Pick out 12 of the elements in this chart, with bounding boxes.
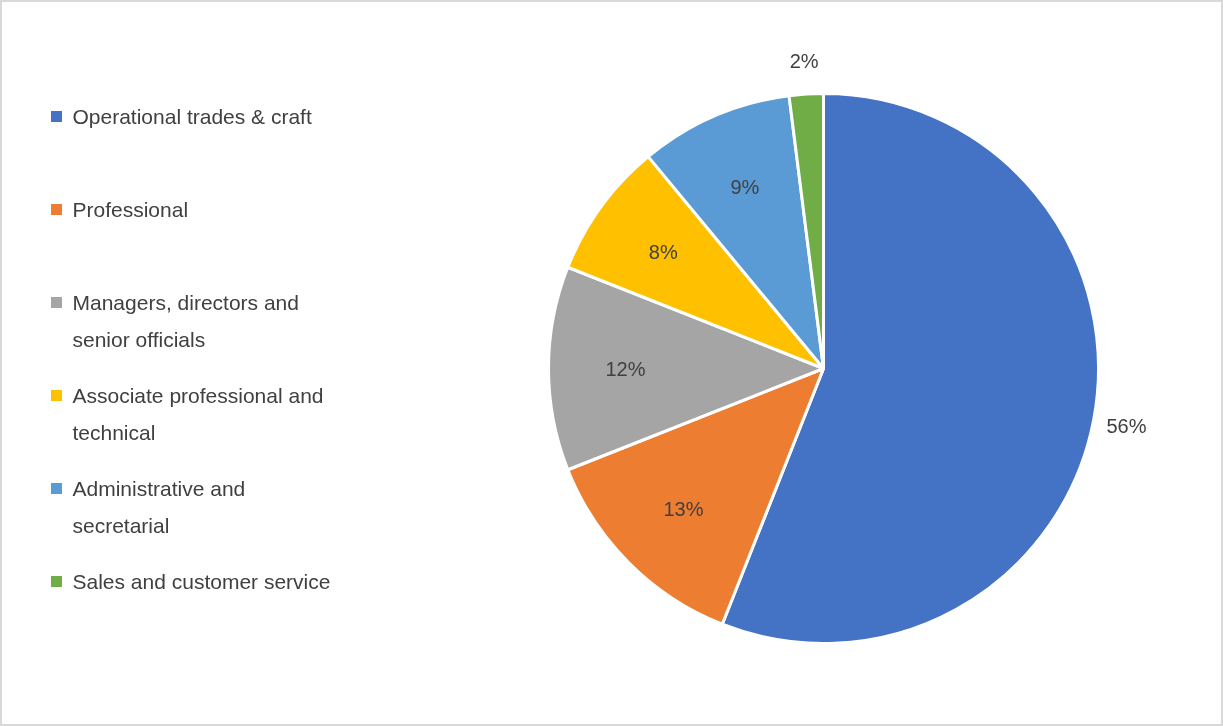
data-label: 13% <box>663 497 704 520</box>
data-label: 12% <box>605 357 646 380</box>
data-label: 56% <box>1106 415 1147 438</box>
data-label: 8% <box>648 241 678 264</box>
legend-label: Sales and customer service <box>72 570 331 593</box>
data-label: 2% <box>789 50 819 73</box>
legend-label: Administrative and secretarial <box>72 477 246 537</box>
legend-label: Managers, directors and senior officials <box>72 291 299 351</box>
legend-label: Associate professional and technical <box>72 384 324 444</box>
legend-label: Professional <box>72 198 189 221</box>
data-label: 9% <box>730 175 760 198</box>
legend-label: Operational trades & craft <box>72 105 312 128</box>
